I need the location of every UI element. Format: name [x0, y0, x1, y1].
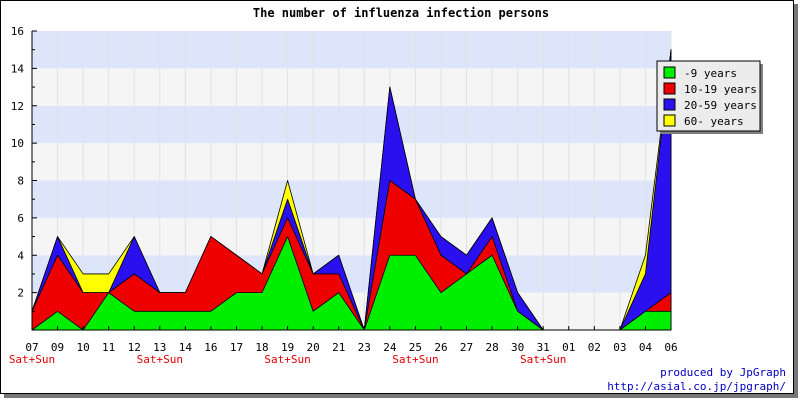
grid-band: [32, 143, 671, 181]
influenza-chart: The number of influenza infection person…: [9, 6, 786, 393]
x-tick-label: 12: [128, 341, 141, 354]
y-tick-label: 6: [17, 212, 24, 225]
x-tick-label: 23: [358, 341, 371, 354]
weekend-label: Sat+Sun: [392, 353, 438, 366]
x-tick-labels: 07 09 10 11 12 13 14 16 17 18 19 20 21 23 24 25 26 27 28 30…: [25, 341, 677, 354]
chart-title: The number of influenza infection person…: [253, 6, 549, 20]
x-tick-label: 19: [281, 341, 294, 354]
x-tick-label: 04: [639, 341, 653, 354]
y-tick-label: 14: [11, 62, 25, 75]
legend: -9 years 10-19 years 20-59 years 60- years: [656, 60, 763, 134]
x-tick-label: 14: [179, 341, 193, 354]
x-tick-label: 10: [76, 341, 89, 354]
weekend-label: Sat+Sun: [137, 353, 183, 366]
credit-line-2: http://asial.co.jp/jpgraph/: [607, 380, 786, 393]
y-tick-label: 8: [17, 175, 24, 188]
weekend-label: Sat+Sun: [9, 353, 55, 366]
x-tick-label: 13: [153, 341, 166, 354]
x-tick-label: 01: [562, 341, 575, 354]
grid-band: [32, 68, 671, 106]
axes: [31, 30, 672, 331]
x-tick-label: 26: [434, 341, 447, 354]
weekend-labels: Sat+Sun Sat+Sun Sat+Sun Sat+Sun Sat+Sun: [9, 353, 567, 366]
x-tick-label: 31: [537, 341, 550, 354]
weekend-label: Sat+Sun: [520, 353, 566, 366]
legend-label: 60- years: [684, 115, 744, 128]
legend-label: 10-19 years: [684, 83, 757, 96]
legend-swatch: [663, 98, 676, 111]
x-tick-label: 11: [102, 341, 115, 354]
legend-swatch: [663, 114, 676, 127]
legend-label: 20-59 years: [684, 99, 757, 112]
x-tick-label: 24: [383, 341, 397, 354]
legend-swatch: [663, 66, 676, 79]
y-tick-label: 4: [17, 249, 24, 262]
x-tick-label: 25: [409, 341, 422, 354]
y-tick-label: 2: [17, 287, 24, 300]
grid-band: [32, 105, 671, 144]
x-tick-label: 02: [588, 341, 601, 354]
x-tick-label: 03: [613, 341, 626, 354]
grid-band: [32, 180, 671, 218]
credit-line-1: produced by JpGraph: [660, 366, 786, 379]
x-tick-label: 07: [25, 341, 38, 354]
grid-band: [32, 31, 671, 69]
x-tick-label: 21: [332, 341, 345, 354]
x-tick-label: 27: [460, 341, 473, 354]
legend-label: -9 years: [684, 67, 737, 80]
weekend-label: Sat+Sun: [264, 353, 310, 366]
legend-swatch: [663, 82, 676, 95]
y-tick-label: 12: [11, 100, 24, 113]
x-tick-label: 16: [204, 341, 217, 354]
plot-background-bands: [32, 31, 671, 330]
x-tick-label: 28: [485, 341, 498, 354]
x-tick-label: 18: [255, 341, 268, 354]
y-tick-label: 16: [11, 25, 24, 38]
x-tick-label: 30: [511, 341, 524, 354]
x-tick-label: 09: [51, 341, 64, 354]
x-tick-label: 20: [307, 341, 320, 354]
chart-frame: The number of influenza infection person…: [0, 0, 794, 394]
x-tick-label: 06: [664, 341, 677, 354]
y-tick-labels: 2 4 6 8 10 12 14 16: [11, 25, 25, 300]
x-tick-label: 17: [230, 341, 243, 354]
y-tick-label: 10: [11, 137, 24, 150]
